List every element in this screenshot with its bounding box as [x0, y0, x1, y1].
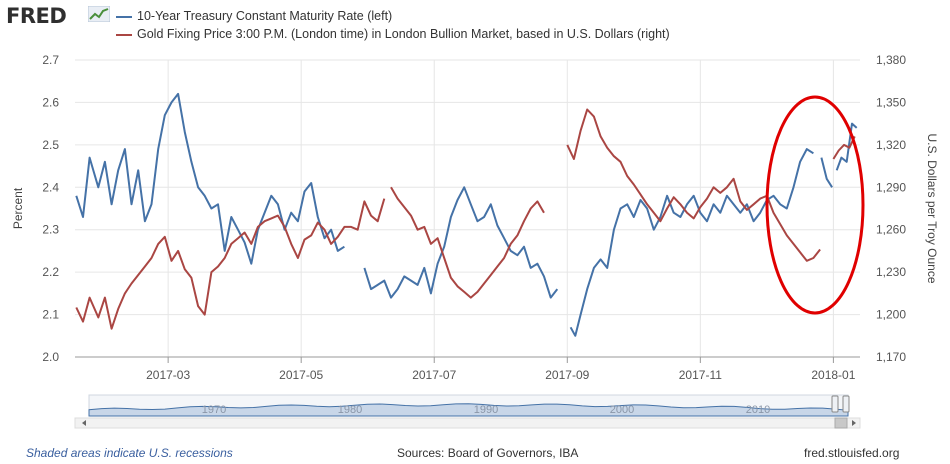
navigator-year-label: 1980: [338, 404, 362, 416]
x-tick-label: 2017-03: [146, 368, 190, 382]
y-right-tick-label: 1,230: [876, 265, 906, 279]
y-left-tick-label: 2.2: [42, 265, 59, 279]
navigator-year-label: 2010: [746, 404, 770, 416]
y-left-tick-label: 2.1: [42, 308, 59, 322]
legend-label-gold: Gold Fixing Price 3:00 P.M. (London time…: [137, 27, 670, 41]
y-right-axis-title: U.S. Dollars per Troy Ounce: [925, 133, 939, 283]
fred-logo[interactable]: FRED: [6, 4, 67, 28]
treasury-series-line: [75, 92, 345, 265]
annotation-circle: [765, 95, 865, 315]
y-right-tick-label: 1,320: [876, 138, 906, 152]
scroll-left-arrow-icon: [82, 420, 86, 426]
legend-swatch-treasury: [116, 15, 132, 18]
legend-item-treasury[interactable]: 10-Year Treasury Constant Maturity Rate …: [116, 9, 392, 23]
legend-label-treasury: 10-Year Treasury Constant Maturity Rate …: [137, 9, 393, 23]
treasury-series-line: [569, 148, 814, 337]
navigator-year-label: 2000: [610, 404, 634, 416]
treasury-series-line: [363, 186, 559, 299]
scrollbar-track: [74, 417, 861, 429]
x-tick-label: 2018-01: [811, 368, 855, 382]
sources-note: Sources: Board of Governors, IBA: [397, 446, 579, 460]
y-left-tick-label: 2.4: [42, 180, 59, 194]
gold-series-line: [390, 186, 545, 299]
y-right-tick-label: 1,290: [876, 180, 906, 194]
navigator-year-label: 1970: [202, 404, 226, 416]
gold-series-line: [75, 198, 386, 330]
treasury-series-line: [835, 122, 858, 171]
y-right-tick-label: 1,260: [876, 223, 906, 237]
gold-series-line: [566, 108, 821, 262]
y-left-tick-label: 2.3: [42, 223, 59, 237]
legend-swatch-gold: [116, 33, 132, 36]
navigator-handle-right: [842, 395, 850, 413]
navigator-handle-left: [831, 395, 839, 413]
gold-series-line: [832, 135, 856, 160]
y-left-tick-label: 2.5: [42, 138, 59, 152]
treasury-series-line: [820, 157, 833, 188]
navigator-area: [88, 403, 849, 417]
x-tick-label: 2017-07: [412, 368, 456, 382]
recession-note: Shaded areas indicate U.S. recessions: [26, 446, 233, 460]
chart-svg[interactable]: 2.0 1,170 2.1 1,200 2.2 1,230 2.3 1,260 2.4 1,290…: [0, 0, 950, 440]
navigator-year-label: 1990: [474, 404, 498, 416]
sparkline-icon: [88, 6, 110, 22]
y-right-tick-label: 1,170: [876, 350, 906, 364]
x-tick-label: 2017-09: [545, 368, 589, 382]
y-right-tick-label: 1,380: [876, 53, 906, 67]
y-left-axis-title: Percent: [11, 187, 25, 229]
scrollbar-thumb: [834, 417, 848, 429]
y-left-tick-label: 2.7: [42, 53, 59, 67]
scroll-right-arrow-icon: [852, 420, 856, 426]
x-tick-label: 2017-11: [679, 368, 722, 382]
y-right-tick-label: 1,350: [876, 95, 906, 109]
y-left-tick-label: 2.6: [42, 95, 59, 109]
legend-item-gold[interactable]: Gold Fixing Price 3:00 P.M. (London time…: [116, 27, 670, 41]
fred-url[interactable]: fred.stlouisfed.org: [804, 446, 900, 460]
y-left-tick-label: 2.0: [42, 350, 59, 364]
x-tick-label: 2017-05: [279, 368, 323, 382]
y-right-tick-label: 1,200: [876, 308, 906, 322]
